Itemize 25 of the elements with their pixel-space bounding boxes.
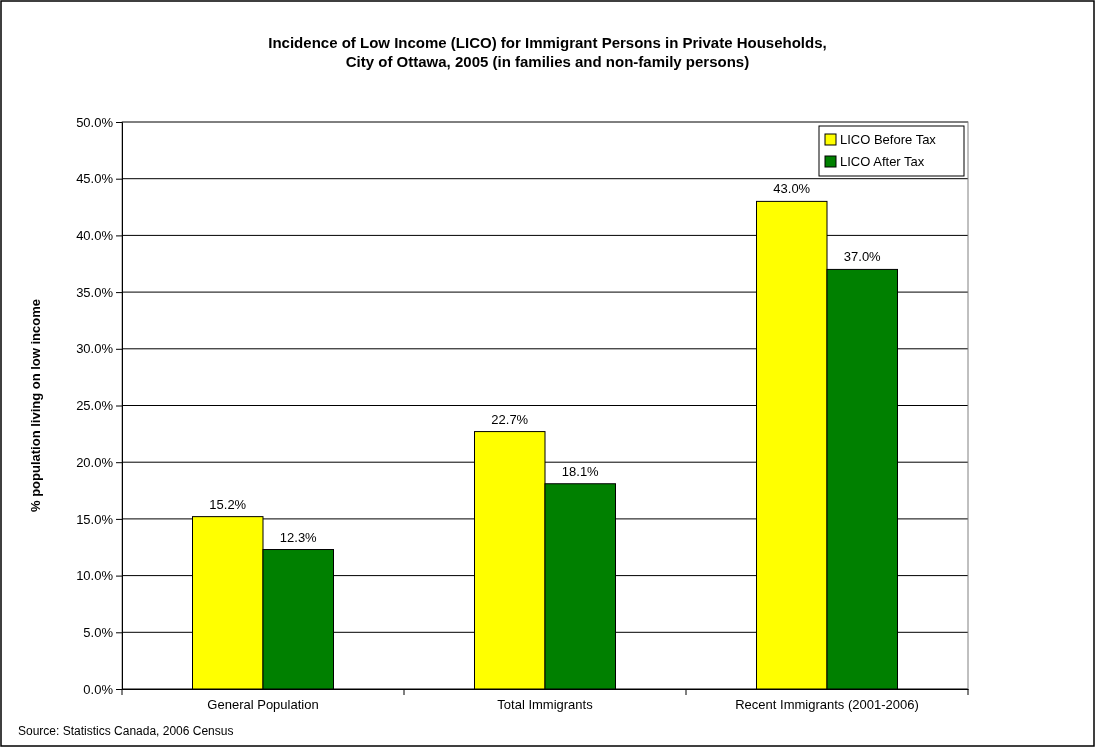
chart-title: Incidence of Low Income (LICO) for Immigrant Persons in Private Households, City of Ottawa, 2005 (in families and non-family persons) [268,34,827,70]
legend-label: LICO After Tax [840,154,925,169]
source-note: Source: Statistics Canada, 2006 Census [18,724,234,738]
x-tick-label: Total Immigrants [497,696,594,712]
legend-label: LICO Before Tax [840,132,937,147]
data-label: 15.2% [209,496,247,512]
y-tick-label: 40.0% [76,228,114,244]
y-tick-label: 30.0% [76,341,114,357]
data-label: 12.3% [279,529,318,545]
y-tick-label: 25.0% [76,398,114,414]
y-tick-label: 10.0% [76,568,114,584]
y-tick-label: 15.0% [76,511,114,527]
x-tick-label: General Population [207,696,319,712]
y-tick-label: 0.0% [83,681,114,697]
y-tick-label: 45.0% [76,171,114,187]
y-axis-title: % population living on low income [28,298,43,513]
y-tick-label: 20.0% [76,454,114,470]
data-label: 43.0% [773,181,811,197]
y-tick-label: 35.0% [76,284,114,300]
x-tick-label: Recent Immigrants (2001-2006) [735,696,919,712]
data-label: 18.1% [561,463,600,479]
data-label: 22.7% [491,411,529,427]
y-tick-label: 5.0% [83,624,114,640]
y-tick-label: 50.0% [76,114,114,130]
data-label: 37.0% [843,249,882,265]
